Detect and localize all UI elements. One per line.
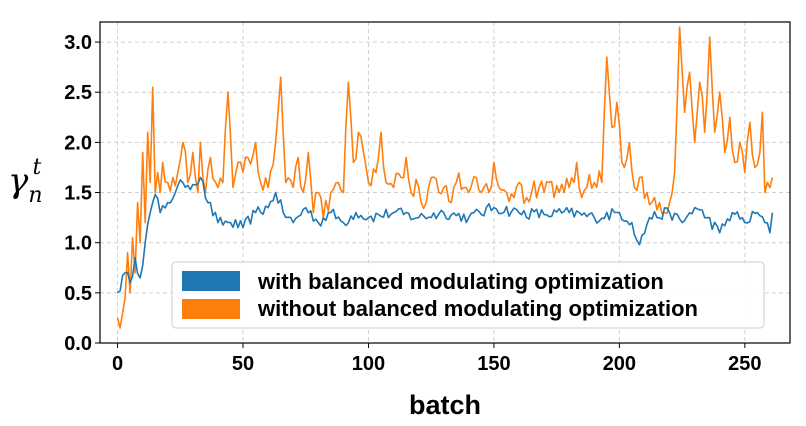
series-line-with <box>117 176 774 294</box>
plot-frame <box>99 21 791 344</box>
x-tick-label: 100 <box>352 353 385 375</box>
legend-label-with: with balanced modulating optimization <box>257 269 664 294</box>
y-tick-label: 2.0 <box>64 132 92 154</box>
x-tick-label: 250 <box>728 353 761 375</box>
y-axis: 0.0 0.5 1.0 1.5 2.0 2.5 3.0 <box>64 32 100 355</box>
y-axis-label-base: γ <box>8 161 29 201</box>
y-tick-label: 1.0 <box>64 233 92 255</box>
legend: with balanced modulating optimization wi… <box>171 261 765 329</box>
series-layer <box>116 26 774 329</box>
y-axis-label-sup: t <box>33 155 42 180</box>
y-axis-label-sub: n <box>28 183 42 208</box>
y-tick-label: 3.0 <box>64 32 92 54</box>
legend-label-without: without balanced modulating optimization <box>257 296 698 321</box>
legend-swatch-with <box>182 271 240 291</box>
y-axis-label: γnt <box>8 155 43 208</box>
x-tick-label: 50 <box>232 353 254 375</box>
x-axis-label: batch <box>409 390 481 420</box>
x-axis: 0 50 100 150 200 250 <box>112 343 762 375</box>
x-tick-label: 0 <box>112 353 123 375</box>
legend-swatch-without <box>182 299 240 319</box>
x-tick-label: 200 <box>603 353 636 375</box>
y-tick-label: 0.5 <box>64 283 92 305</box>
legend-frame <box>171 261 765 329</box>
y-tick-label: 2.5 <box>64 82 92 104</box>
x-tick-label: 150 <box>477 353 510 375</box>
y-tick-label: 0.0 <box>64 333 92 355</box>
y-tick-label: 1.5 <box>64 183 92 205</box>
